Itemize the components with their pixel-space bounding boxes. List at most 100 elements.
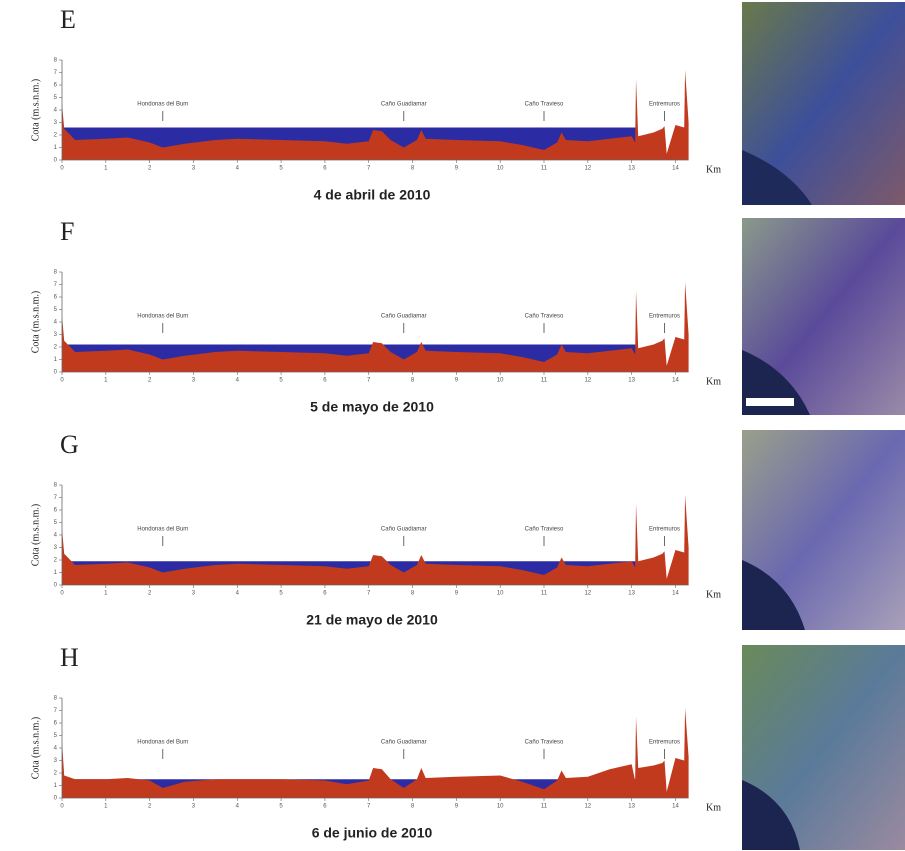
y-tick-label: 0 <box>54 796 58 802</box>
x-tick-label: 5 <box>279 378 283 384</box>
x-tick-label: 0 <box>60 378 64 384</box>
y-tick-label: 3 <box>54 332 58 338</box>
terrain-area <box>62 495 689 585</box>
x-tick-label: 2 <box>148 378 152 384</box>
x-tick-label: 6 <box>323 378 327 384</box>
terrain-area <box>62 708 689 798</box>
y-tick-label: 6 <box>54 83 58 89</box>
y-tick-label: 5 <box>54 733 58 739</box>
y-tick-label: 3 <box>54 120 58 126</box>
x-tick-label: 6 <box>323 804 327 810</box>
y-tick-label: 6 <box>54 295 58 301</box>
annotation: Caño Guadiamar <box>381 102 427 108</box>
x-tick-label: 0 <box>60 591 64 597</box>
y-tick-label: 6 <box>54 508 58 514</box>
x-tick-label: 11 <box>541 166 548 172</box>
x-tick-label: 4 <box>236 591 240 597</box>
annotation: Hondonas del Bum <box>137 527 188 533</box>
x-tick-label: 8 <box>411 378 415 384</box>
y-tick-label: 0 <box>54 158 58 164</box>
y-tick-label: 4 <box>54 320 58 326</box>
y-tick-label: 7 <box>54 70 58 76</box>
y-tick-label: 7 <box>54 282 58 288</box>
x-tick-label: 3 <box>192 166 196 172</box>
annotation: Caño Travieso <box>525 102 564 108</box>
x-tick-label: 11 <box>541 591 548 597</box>
x-tick-label: 4 <box>236 804 240 810</box>
x-tick-label: 2 <box>148 591 152 597</box>
caption: 5 de mayo de 2010 <box>310 399 434 415</box>
x-tick-label: 5 <box>279 591 283 597</box>
x-tick-label: 14 <box>672 804 679 810</box>
y-axis-label: Cota (m.s.n.m.) <box>30 504 41 567</box>
x-tick-label: 8 <box>411 166 415 172</box>
x-tick-label: 14 <box>672 166 679 172</box>
x-tick-label: 6 <box>323 166 327 172</box>
scale-bar <box>746 398 794 406</box>
panel-letter: G <box>60 430 79 459</box>
x-tick-label: 10 <box>497 166 504 172</box>
x-tick-label: 13 <box>628 166 635 172</box>
y-tick-label: 5 <box>54 520 58 526</box>
x-axis-label: Km <box>706 589 721 600</box>
y-tick-label: 8 <box>54 696 58 702</box>
caption: 21 de mayo de 2010 <box>306 612 438 628</box>
y-tick-label: 8 <box>54 483 58 489</box>
x-tick-label: 11 <box>541 804 548 810</box>
x-tick-label: 13 <box>628 591 635 597</box>
y-tick-label: 3 <box>54 758 58 764</box>
x-tick-label: 9 <box>455 804 459 810</box>
annotation: Hondonas del Bum <box>137 102 188 108</box>
x-tick-label: 10 <box>497 378 504 384</box>
y-tick-label: 0 <box>54 583 58 589</box>
y-tick-label: 1 <box>54 145 58 151</box>
x-tick-label: 2 <box>148 166 152 172</box>
annotation: Caño Guadiamar <box>381 314 427 320</box>
y-tick-label: 6 <box>54 721 58 727</box>
y-tick-label: 4 <box>54 108 58 114</box>
x-tick-label: 13 <box>628 804 635 810</box>
annotation: Hondonas del Bum <box>137 314 188 320</box>
sea <box>742 150 812 205</box>
annotation: Hondonas del Bum <box>137 740 188 746</box>
y-tick-label: 8 <box>54 58 58 64</box>
terrain-area <box>62 70 689 160</box>
x-tick-label: 1 <box>104 804 108 810</box>
y-tick-label: 2 <box>54 133 58 139</box>
y-axis-label: Cota (m.s.n.m.) <box>30 717 41 780</box>
annotation: Caño Travieso <box>525 527 564 533</box>
x-tick-label: 14 <box>672 591 679 597</box>
y-tick-label: 4 <box>54 533 58 539</box>
y-tick-label: 1 <box>54 570 58 576</box>
x-tick-label: 1 <box>104 591 108 597</box>
x-axis-label: Km <box>706 164 721 175</box>
annotation: Entremuros <box>649 740 680 746</box>
x-tick-label: 4 <box>236 166 240 172</box>
x-tick-label: 10 <box>497 591 504 597</box>
x-tick-label: 4 <box>236 378 240 384</box>
y-axis-label: Cota (m.s.n.m.) <box>30 291 41 354</box>
y-tick-label: 5 <box>54 95 58 101</box>
x-tick-label: 3 <box>192 804 196 810</box>
panel-letter: H <box>60 643 79 672</box>
sea <box>742 560 805 630</box>
caption: 4 de abril de 2010 <box>314 187 431 203</box>
x-tick-label: 12 <box>584 166 591 172</box>
terrain-area <box>62 282 689 372</box>
x-tick-label: 14 <box>672 378 679 384</box>
annotation: Caño Guadiamar <box>381 740 427 746</box>
x-tick-label: 8 <box>411 591 415 597</box>
y-tick-label: 2 <box>54 771 58 777</box>
x-tick-label: 9 <box>455 591 459 597</box>
x-tick-label: 5 <box>279 166 283 172</box>
annotation: Caño Travieso <box>525 314 564 320</box>
x-tick-label: 2 <box>148 804 152 810</box>
panel-letter: F <box>60 217 74 246</box>
annotation: Caño Travieso <box>525 740 564 746</box>
panel-letter: E <box>60 5 76 34</box>
x-tick-label: 12 <box>584 378 591 384</box>
y-tick-label: 7 <box>54 495 58 501</box>
x-tick-label: 1 <box>104 378 108 384</box>
